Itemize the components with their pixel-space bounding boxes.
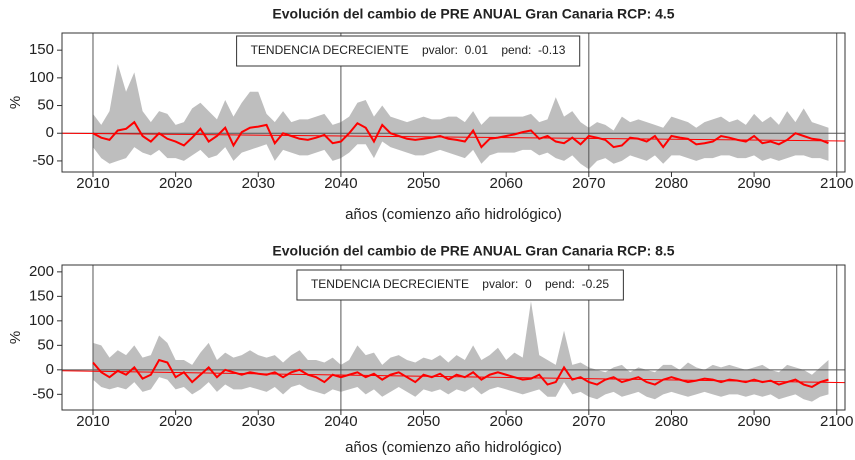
- x-tick-label: 2060: [489, 413, 522, 430]
- series-line: [92, 120, 829, 149]
- range-band: [92, 64, 829, 170]
- range-band: [92, 301, 829, 402]
- y-axis-label: %: [7, 331, 24, 344]
- annotation-box: [296, 269, 624, 301]
- plot-frame: [61, 32, 846, 173]
- y-tick-label: 0: [46, 361, 54, 378]
- x-tick-label: 2080: [655, 413, 688, 430]
- x-tick-label: 2060: [489, 175, 522, 192]
- x-tick-label: 2080: [655, 175, 688, 192]
- x-tick-label: 2040: [324, 413, 357, 430]
- y-tick-label: 150: [29, 41, 54, 58]
- annotation: TENDENCIA DECRECIENTE pvalor: 0.01 pend:…: [251, 43, 566, 57]
- x-tick-label: 2090: [737, 175, 770, 192]
- series-line: [92, 358, 829, 389]
- x-tick-label: 2030: [242, 175, 275, 192]
- x-tick-label: 2050: [407, 413, 440, 430]
- annotation-box: [236, 35, 581, 67]
- y-axis-label: %: [7, 96, 24, 109]
- annotation: TENDENCIA DECRECIENTE pvalor: 0 pend: -0…: [311, 277, 609, 291]
- y-tick-label: 200: [29, 263, 54, 280]
- x-axis-label: años (comienzo año hidrológico): [345, 206, 562, 223]
- y-tick-label: 0: [46, 124, 54, 141]
- y-tick-label: 100: [29, 69, 54, 86]
- x-tick-label: 2100: [820, 175, 853, 192]
- x-tick-label: 2030: [242, 413, 275, 430]
- x-tick-label: 2010: [76, 413, 109, 430]
- plot-frame: [61, 264, 846, 411]
- x-tick-label: 2100: [820, 413, 853, 430]
- chart-title: Evolución del cambio de PRE ANUAL Gran C…: [272, 243, 674, 259]
- y-tick-label: -50: [32, 152, 54, 169]
- y-tick-label: -50: [32, 385, 54, 402]
- x-axis-label: años (comienzo año hidrológico): [345, 439, 562, 456]
- trend-line: [61, 370, 846, 384]
- x-tick-label: 2050: [407, 175, 440, 192]
- x-tick-label: 2070: [572, 413, 605, 430]
- y-tick-label: 150: [29, 287, 54, 304]
- x-tick-label: 2020: [159, 413, 192, 430]
- y-tick-label: 100: [29, 312, 54, 329]
- x-tick-label: 2090: [737, 413, 770, 430]
- x-tick-label: 2040: [324, 175, 357, 192]
- x-tick-label: 2010: [76, 175, 109, 192]
- trend-line: [61, 132, 846, 142]
- y-tick-label: 50: [37, 336, 54, 353]
- y-tick-label: 50: [37, 97, 54, 114]
- chart-title: Evolución del cambio de PRE ANUAL Gran C…: [272, 6, 674, 22]
- x-tick-label: 2070: [572, 175, 605, 192]
- x-tick-label: 2020: [159, 175, 192, 192]
